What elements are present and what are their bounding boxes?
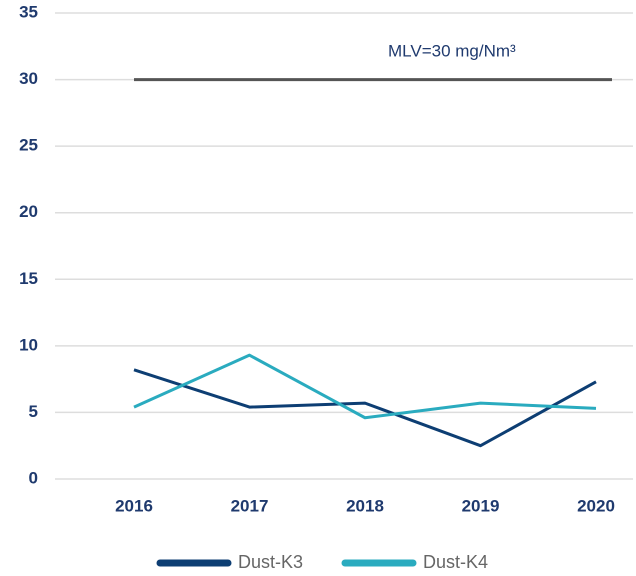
y-tick-label: 35	[19, 2, 38, 21]
series-line	[133, 368, 597, 448]
reference-label: MLV=30 mg/Nm³	[388, 41, 516, 60]
y-tick-label: 15	[19, 269, 38, 288]
y-tick-label: 5	[29, 402, 38, 421]
x-tick-label: 2019	[462, 496, 500, 515]
series-line	[133, 353, 597, 420]
x-tick-label: 2017	[231, 496, 269, 515]
legend-label: Dust-K3	[238, 552, 303, 572]
x-tick-label: 2018	[346, 496, 384, 515]
legend-label: Dust-K4	[423, 552, 488, 572]
y-tick-label: 0	[29, 468, 38, 487]
y-tick-label: 20	[19, 202, 38, 221]
x-tick-label: 2016	[115, 496, 153, 515]
y-tick-label: 10	[19, 335, 38, 354]
y-tick-label: 30	[19, 69, 38, 88]
x-tick-label: 2020	[577, 496, 615, 515]
y-tick-label: 25	[19, 136, 38, 155]
